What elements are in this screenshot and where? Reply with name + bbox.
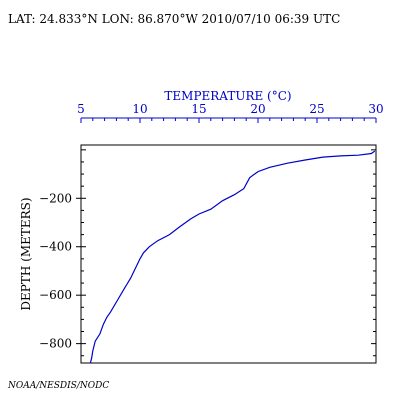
x-tick-label: 30 xyxy=(368,102,383,116)
x-tick-label: 15 xyxy=(191,102,206,116)
depth-axis: −200 −400 −600 −800 xyxy=(39,149,376,357)
x-tick-label: 10 xyxy=(132,102,147,116)
x-tick-label: 25 xyxy=(309,102,324,116)
data-source-credit: NOAA/NESDIS/NODC xyxy=(7,381,109,391)
y-tick-label: −400 xyxy=(39,240,72,254)
y-tick-label: −200 xyxy=(39,191,72,205)
temperature-axis: 5 10 15 20 25 30 xyxy=(77,102,384,123)
x-tick-label: 20 xyxy=(250,102,265,116)
y-tick-label: −600 xyxy=(39,288,72,302)
y-tick-label: −800 xyxy=(39,337,72,351)
plot-frame xyxy=(80,144,377,364)
temperature-profile-line xyxy=(89,150,376,364)
x-axis-title: TEMPERATURE (°C) xyxy=(164,89,291,103)
location-datetime-header: LAT: 24.833°N LON: 86.870°W 2010/07/10 0… xyxy=(8,12,340,26)
y-axis-title: DEPTH (METERS) xyxy=(19,197,33,310)
x-tick-label: 5 xyxy=(77,102,85,116)
